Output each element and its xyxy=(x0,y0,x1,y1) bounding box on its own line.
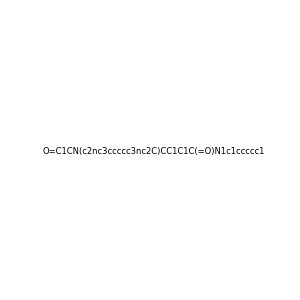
Text: O=C1CN(c2nc3ccccc3nc2C)CC1C1C(=O)N1c1ccccc1: O=C1CN(c2nc3ccccc3nc2C)CC1C1C(=O)N1c1ccc… xyxy=(43,147,265,156)
